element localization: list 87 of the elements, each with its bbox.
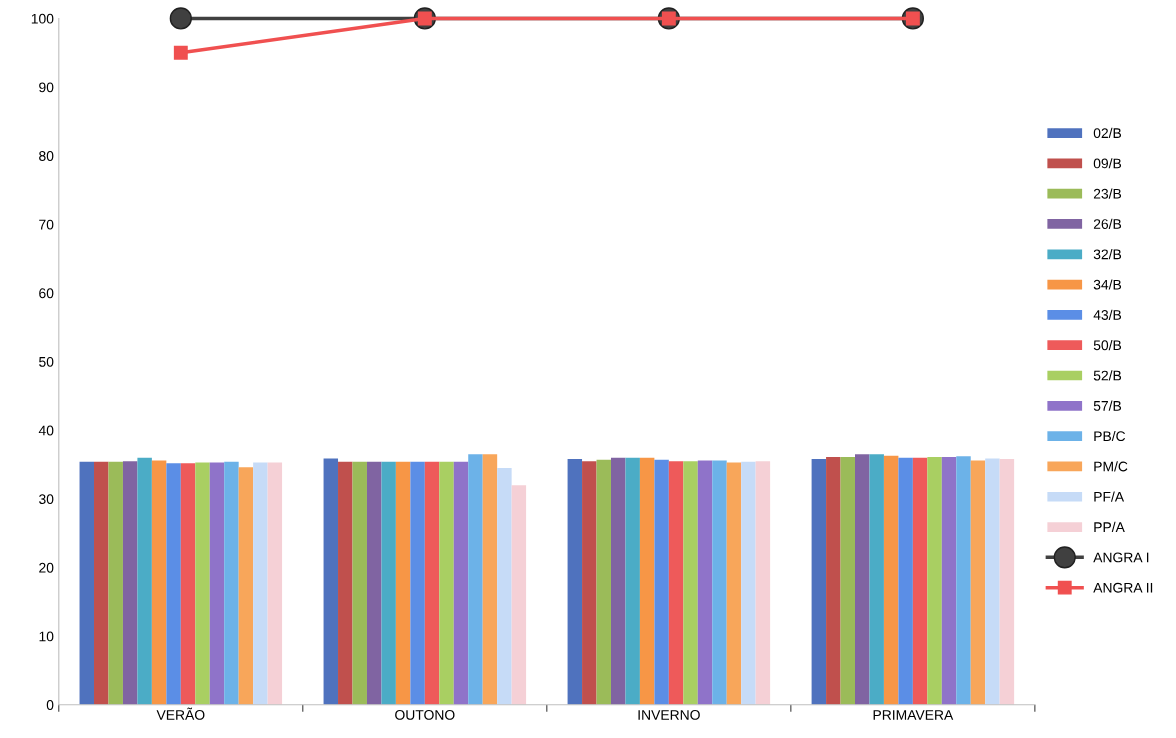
bar [639, 457, 655, 705]
bar [596, 459, 611, 705]
y-tick-label: 50 [39, 356, 54, 367]
bar [224, 461, 239, 705]
bar [883, 455, 899, 705]
bar [985, 458, 1000, 705]
legend-label: 23/B [1093, 188, 1122, 199]
legend-label: 26/B [1093, 218, 1122, 229]
bar [395, 461, 411, 705]
legend-label: 02/B [1093, 127, 1122, 139]
bar [453, 461, 469, 705]
bar [712, 460, 727, 705]
bar [683, 461, 698, 705]
bar [582, 461, 597, 705]
bar [253, 462, 268, 705]
bar [79, 461, 95, 705]
bar [912, 457, 928, 705]
x-tick-label: INVERNO [638, 710, 700, 720]
bar [424, 461, 440, 705]
bar [482, 454, 498, 705]
bar [511, 485, 527, 705]
y-tick-label: 60 [39, 288, 54, 299]
bar [999, 459, 1015, 705]
bar [654, 459, 669, 705]
bar [108, 461, 123, 705]
bar [180, 463, 196, 705]
x-tick-label: VERÃO [156, 707, 205, 720]
legend-label: ANGRA II [1093, 582, 1153, 593]
bar [238, 467, 254, 705]
bar [755, 461, 771, 705]
legend-label: PB/C [1094, 430, 1126, 442]
bar [94, 461, 109, 705]
x-tick-label: PRIMAVERA [873, 710, 954, 720]
bar [956, 456, 971, 705]
legend-label: 34/B [1093, 279, 1122, 290]
bar [567, 459, 583, 705]
bar [166, 463, 181, 705]
legend-label: 57/B [1093, 400, 1122, 411]
bar [439, 461, 454, 705]
x-tick-label: OUTONO [395, 710, 455, 720]
bar [209, 462, 225, 705]
bar [726, 462, 742, 705]
bar [855, 454, 870, 705]
y-tick-label: 10 [39, 631, 54, 642]
y-tick-label: 30 [39, 494, 54, 505]
bar [869, 454, 884, 705]
bar [410, 461, 425, 705]
y-tick-label: 90 [39, 82, 54, 93]
bar [927, 457, 942, 705]
legend-label: 43/B [1093, 309, 1122, 320]
bar [898, 457, 913, 705]
y-tick-label: 0 [46, 700, 54, 710]
y-tick-label: 100 [31, 13, 54, 24]
bar [151, 460, 167, 705]
legend-label: 50/B [1093, 339, 1122, 351]
legend-label: PM/C [1094, 461, 1128, 472]
legend-label: 52/B [1093, 370, 1122, 381]
legend-label: PP/A [1094, 521, 1125, 533]
y-tick-label: 40 [38, 425, 54, 436]
bar [352, 461, 367, 705]
bar [195, 462, 210, 705]
bar [381, 461, 396, 705]
bar [811, 459, 827, 705]
bar [826, 457, 841, 705]
bar [625, 457, 640, 705]
legend-label: 09/B [1093, 158, 1122, 169]
y-tick-label: 70 [39, 219, 54, 230]
bar [697, 460, 713, 705]
legend-label: 32/B [1093, 249, 1122, 260]
bar [137, 457, 152, 705]
legend-label: ANGRA I [1093, 552, 1149, 563]
legend-label: PF/A [1094, 491, 1125, 502]
bar [840, 457, 855, 705]
bar [122, 461, 138, 705]
bar [668, 461, 684, 705]
bar [741, 461, 756, 705]
bar [941, 457, 957, 705]
bar [267, 462, 283, 705]
y-tick-label: 20 [39, 562, 54, 573]
bar [338, 461, 353, 705]
bar [323, 458, 339, 705]
bar [468, 454, 483, 705]
bar [366, 461, 382, 705]
bar [970, 460, 986, 705]
bar [497, 468, 512, 705]
y-tick-label: 80 [39, 151, 54, 161]
bar [610, 457, 626, 705]
